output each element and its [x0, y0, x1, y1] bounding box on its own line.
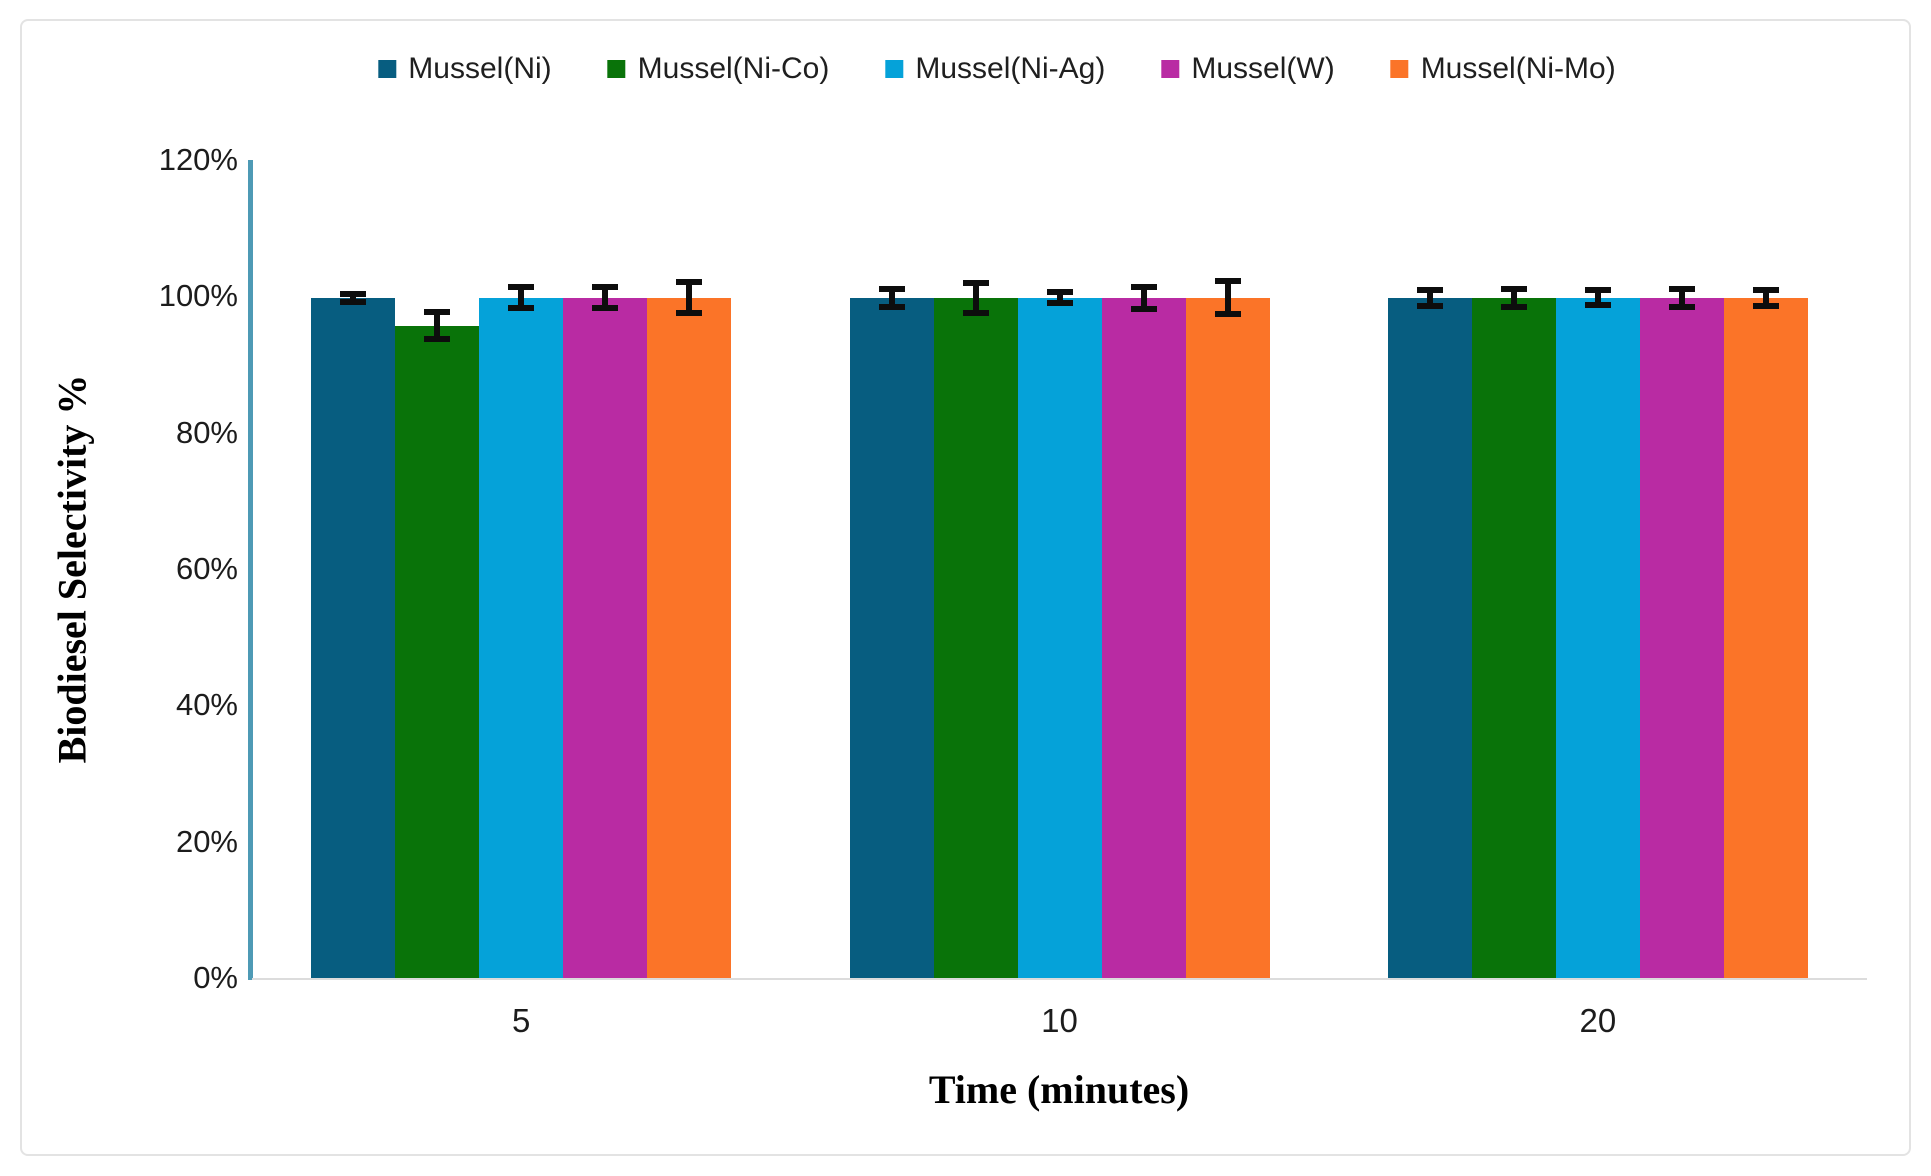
- legend-swatch: [378, 60, 397, 78]
- error-bar-cap: [1214, 311, 1241, 318]
- error-bar-line: [888, 288, 895, 307]
- error-bar-cap: [1130, 305, 1157, 312]
- y-tick-label: 100%: [158, 278, 238, 314]
- error-bar-line: [1510, 288, 1517, 307]
- error-bar-cap: [962, 309, 989, 316]
- error-bar-cap: [1416, 286, 1443, 293]
- bar: [311, 297, 396, 978]
- error-bar-line: [350, 293, 357, 302]
- error-bar-cap: [878, 285, 905, 292]
- bar: [395, 325, 480, 978]
- bar: [1555, 297, 1640, 978]
- error-bar-cap: [1046, 300, 1073, 307]
- legend-swatch: [607, 60, 626, 78]
- legend-item: Mussel(Ni-Co): [607, 52, 830, 86]
- legend-item: Mussel(Ni-Ag): [885, 52, 1105, 86]
- bar: [563, 297, 648, 978]
- legend-item-label: Mussel(Ni): [408, 52, 552, 85]
- bar: [849, 297, 934, 978]
- bar: [1387, 297, 1472, 978]
- plot-area: [248, 160, 1867, 980]
- bar: [1017, 297, 1102, 978]
- error-bar-cap: [1214, 278, 1241, 285]
- error-bar-cap: [676, 310, 703, 317]
- error-bar-cap: [1584, 287, 1611, 294]
- x-tick-label: 10: [1041, 1002, 1078, 1039]
- y-tick-label: 120%: [158, 142, 238, 177]
- bar: [1185, 297, 1270, 978]
- legend-swatch: [1390, 60, 1409, 78]
- bar: [1639, 297, 1724, 978]
- error-bar-cap: [1416, 302, 1443, 309]
- y-tick-label: 0%: [193, 960, 238, 995]
- x-axis-line: [252, 978, 1867, 980]
- error-bar-line: [1426, 289, 1433, 306]
- bar: [647, 297, 732, 978]
- legend-item: Mussel(Ni): [378, 52, 552, 86]
- error-bar-cap: [508, 304, 535, 311]
- error-bar-cap: [1668, 285, 1695, 292]
- error-bar-cap: [1046, 289, 1073, 296]
- error-bar-cap: [1500, 303, 1527, 310]
- bar: [1471, 297, 1556, 978]
- x-tick-label: 20: [1579, 1002, 1617, 1039]
- error-bar-cap: [1752, 302, 1779, 309]
- error-bar-line: [1762, 289, 1769, 306]
- error-bar-cap: [1500, 285, 1527, 292]
- y-tick-label: 40%: [175, 687, 238, 723]
- error-bar-line: [1056, 292, 1063, 304]
- bar: [479, 297, 564, 978]
- y-tick-label: 80%: [175, 414, 238, 450]
- x-axis-title: Time (minutes): [928, 1067, 1190, 1112]
- legend-item-label: Mussel(Ni-Ag): [915, 52, 1106, 85]
- y-tick-label: 20%: [175, 823, 238, 859]
- error-bar-line: [602, 287, 609, 308]
- error-bar-line: [1140, 286, 1147, 309]
- error-bar-cap: [592, 304, 619, 311]
- error-bar-line: [972, 282, 979, 313]
- legend-swatch: [885, 60, 904, 78]
- error-bar-cap: [676, 279, 703, 286]
- y-tick-label: 60%: [175, 551, 238, 586]
- error-bar-cap: [1130, 283, 1157, 290]
- error-bar-line: [434, 312, 441, 340]
- error-bar-cap: [340, 290, 367, 297]
- error-bar-cap: [878, 303, 905, 310]
- legend-item-label: Mussel(Ni-Co): [637, 52, 830, 85]
- error-bar-line: [1594, 290, 1601, 306]
- legend-swatch: [1161, 60, 1180, 78]
- error-bar-line: [1224, 281, 1231, 315]
- y-axis-title: Biodiesel Selectivity %: [49, 374, 95, 764]
- y-axis-line: [248, 160, 253, 980]
- error-bar-line: [686, 282, 693, 314]
- error-bar-cap: [1668, 303, 1695, 310]
- bar: [1101, 297, 1186, 978]
- legend-item: Mussel(Ni-Mo): [1390, 52, 1616, 86]
- error-bar-cap: [1752, 286, 1779, 293]
- error-bar-cap: [424, 336, 451, 343]
- legend-item-label: Mussel(Ni-Mo): [1420, 52, 1616, 85]
- error-bar-cap: [592, 284, 619, 291]
- error-bar-cap: [1584, 302, 1611, 309]
- error-bar-cap: [340, 298, 367, 305]
- bar: [1723, 297, 1808, 978]
- bar: [933, 297, 1018, 978]
- error-bar-cap: [508, 284, 535, 291]
- legend: Mussel(Ni) Mussel(Ni-Co) Mussel(Ni-Ag) Muss…: [378, 52, 1616, 86]
- error-bar-cap: [962, 279, 989, 286]
- legend-item: Mussel(W): [1161, 52, 1335, 86]
- x-tick-label: 5: [511, 1002, 531, 1039]
- error-bar-line: [1678, 288, 1685, 307]
- error-bar-line: [518, 287, 525, 308]
- error-bar-cap: [424, 309, 451, 315]
- legend-item-label: Mussel(W): [1191, 52, 1335, 85]
